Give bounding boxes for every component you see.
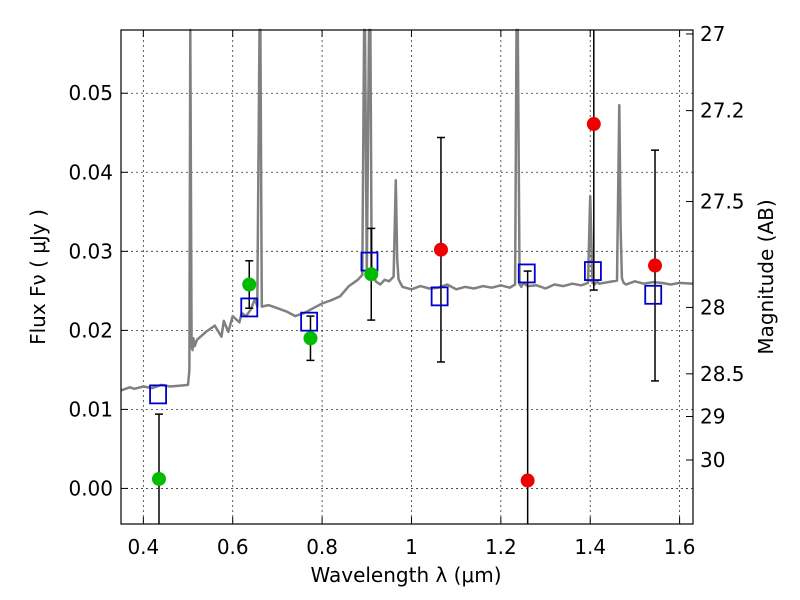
model-band-point	[300, 311, 319, 332]
y-tick-label: 0.05	[68, 81, 113, 105]
plot-frame	[120, 29, 694, 525]
x-tick-label: 1.4	[574, 535, 606, 559]
mag-tick-label: 28	[700, 295, 725, 319]
observed-point-undetected	[433, 242, 448, 257]
y-axis-title: Flux Fν ( μJy )	[26, 209, 50, 345]
observed-point-detected	[364, 267, 379, 282]
x-tick-label: 1.2	[485, 535, 517, 559]
data-points-layer	[149, 117, 663, 488]
x-tick-label: 0.6	[217, 535, 249, 559]
mag-tick-label: 28.5	[700, 362, 745, 386]
y-tick-label: 0.04	[68, 160, 113, 184]
axes: 0.4 0.6 0.8 1 1.2 1.4 1.6 0.00 0.01 0.02 0.03 0.04 0…	[68, 22, 744, 559]
grid-lines	[121, 30, 693, 524]
observed-point-detected	[242, 277, 257, 292]
x-tick-label: 0.8	[306, 535, 338, 559]
model-band-point	[584, 261, 602, 281]
model-spectrum-line	[120, 28, 694, 392]
x-axis-title: Wavelength λ (μm)	[310, 563, 501, 587]
observed-point-undetected	[648, 258, 663, 273]
y-tick-label: 0.02	[68, 318, 113, 342]
model-spectrum-layer	[120, 28, 694, 392]
observed-point-undetected	[586, 117, 601, 132]
mag-tick-label: 30	[700, 448, 725, 472]
x-tick-label: 0.4	[127, 535, 159, 559]
x-tick-label: 1	[405, 535, 418, 559]
mag-tick-label: 27	[700, 22, 725, 46]
mag-tick-label: 29	[700, 405, 725, 429]
model-band-point	[517, 263, 536, 284]
model-band-point	[644, 284, 663, 305]
mag-tick-label: 27.5	[700, 190, 745, 214]
y-tick-label: 0.01	[68, 397, 113, 421]
x-tick-label: 1.6	[664, 535, 696, 559]
observed-point-detected	[151, 471, 166, 486]
observed-point-detected	[303, 331, 318, 346]
errorbar-layer	[154, 30, 660, 524]
y-axis-right-title: Magnitude (AB)	[754, 199, 778, 354]
model-band-point	[240, 297, 259, 318]
model-band-point	[149, 384, 167, 405]
mag-tick-label: 27.2	[700, 99, 745, 123]
y-tick-label: 0.03	[68, 239, 113, 263]
observed-point-undetected	[520, 473, 535, 488]
model-band-point	[430, 286, 449, 307]
y-tick-label: 0.00	[68, 476, 113, 500]
